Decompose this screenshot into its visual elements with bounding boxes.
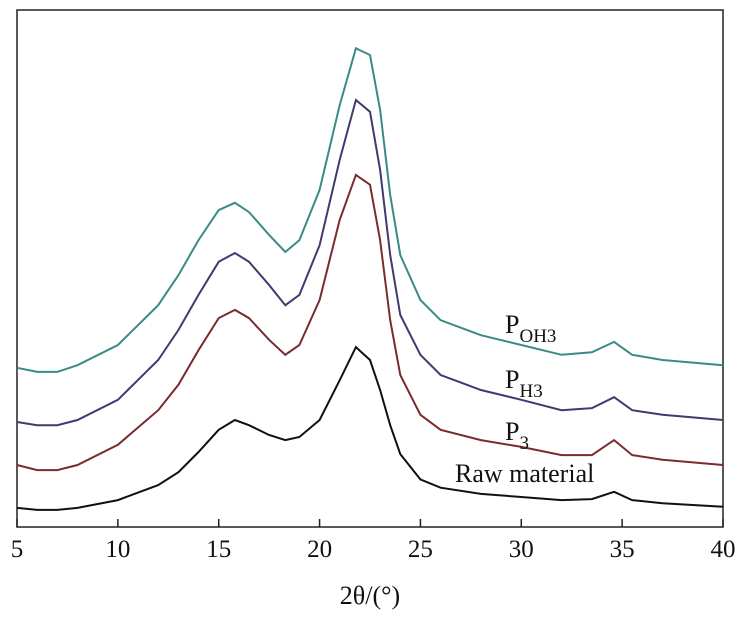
series-label-main: P	[505, 365, 519, 394]
x-tick-label: 5	[11, 536, 24, 563]
series-label: Raw material	[455, 459, 594, 488]
series-line	[16, 46, 724, 373]
x-tick-label: 40	[711, 536, 736, 563]
x-tick-label: 15	[206, 536, 231, 563]
series-label: P3	[505, 417, 529, 454]
x-tick-label: 20	[307, 536, 332, 563]
x-tick-label: 25	[408, 536, 433, 563]
series-label-main: P	[505, 417, 519, 446]
series-label: PH3	[505, 365, 543, 402]
series-label-sub: H3	[519, 381, 542, 402]
x-tick-label: 30	[509, 536, 534, 563]
series-label-main: Raw material	[455, 459, 594, 488]
x-tick-label: 10	[105, 536, 130, 563]
x-axis-label: 2θ/(°)	[340, 581, 400, 610]
series-line	[16, 98, 724, 427]
series-label-main: P	[505, 310, 519, 339]
x-tick-label: 35	[610, 536, 635, 563]
plot-frame	[16, 9, 724, 528]
series-label-sub: OH3	[519, 326, 556, 347]
series-line	[16, 173, 724, 472]
series-label-sub: 3	[519, 433, 529, 454]
series-line	[16, 345, 724, 511]
series-label: POH3	[505, 310, 556, 347]
